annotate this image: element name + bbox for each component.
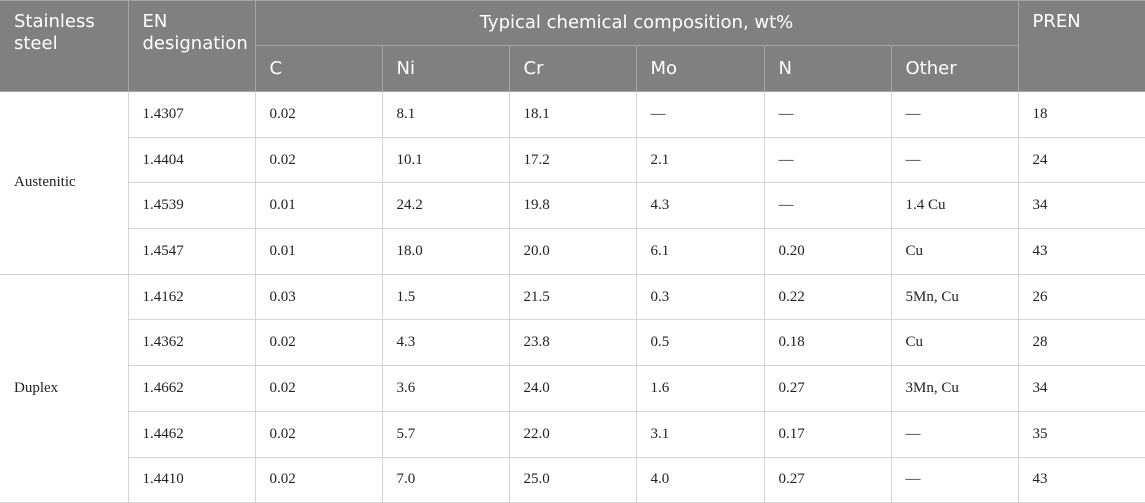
table-cell: 43 bbox=[1017, 456, 1145, 503]
table-cell: 0.3 bbox=[635, 273, 765, 321]
header-cell: EN designation bbox=[127, 0, 256, 92]
table-cell: 0.02 bbox=[254, 91, 383, 138]
table-cell: 35 bbox=[1017, 410, 1145, 458]
table-cell: 28 bbox=[1017, 319, 1145, 367]
header-cell: PREN bbox=[1017, 0, 1145, 92]
table-cell: 0.27 bbox=[763, 456, 892, 503]
header-cell: Ni bbox=[381, 45, 510, 92]
table-cell: 0.27 bbox=[763, 365, 892, 412]
table-row: 1.4362 0.02 4.3 23.8 0.5 0.18 Cu 28 bbox=[0, 319, 1145, 367]
table-row: 1.4410 0.02 7.0 25.0 4.0 0.27—43 bbox=[0, 456, 1145, 503]
table-cell: 22.0 bbox=[508, 410, 637, 458]
table-cell: 1.4362 bbox=[128, 319, 256, 367]
header-cell: C bbox=[255, 45, 383, 92]
table-cell: — bbox=[890, 456, 1019, 503]
table-cell: 3.1 bbox=[635, 410, 765, 458]
table-cell: 0.18 bbox=[763, 319, 892, 367]
table-cell: 2.1 bbox=[635, 136, 765, 184]
table-cell: 0.02 bbox=[254, 319, 383, 367]
table-cell: 0.02 bbox=[254, 365, 383, 412]
table-cell: 7.0 bbox=[381, 456, 510, 503]
table-cell: 1.4547 bbox=[128, 228, 256, 275]
table-cell: 0.02 bbox=[254, 410, 383, 458]
table-cell: 1.4 Cu bbox=[890, 182, 1019, 230]
table-cell: 0.01 bbox=[254, 228, 383, 275]
table-row: Austenitic 1.4307 0.02 8.1 18.1— — —18 bbox=[0, 91, 1145, 275]
table-cell: 26 bbox=[1017, 273, 1145, 321]
group-cell: Duplex bbox=[0, 273, 129, 503]
table-cell: 1.4410 bbox=[128, 456, 256, 503]
header-cell: Mo bbox=[635, 45, 765, 92]
header-cell: Stainless steel bbox=[0, 0, 129, 92]
table-cell: 25.0 bbox=[508, 456, 637, 503]
table-cell: Cu bbox=[890, 228, 1019, 275]
table-cell: 18.0 bbox=[381, 228, 510, 275]
table-row: 1.4404 0.02 10.1 17.2 2.1— —24 bbox=[0, 136, 1145, 184]
table-cell: 4.0 bbox=[635, 456, 765, 503]
table-row: 1.4539 0.01 24.2 19.8 4.3—1.4 Cu 34 bbox=[0, 182, 1145, 230]
table-cell: 1.4462 bbox=[128, 410, 256, 458]
table-cell: 24.2 bbox=[381, 182, 510, 230]
table-cell: 1.6 bbox=[635, 365, 765, 412]
table-cell: 24.0 bbox=[508, 365, 637, 412]
header-cell: Other bbox=[890, 45, 1018, 92]
table-cell: — bbox=[890, 410, 1019, 458]
table-cell: 17.2 bbox=[508, 136, 637, 184]
table-cell: — bbox=[763, 182, 892, 230]
table-cell: 0.03 bbox=[254, 273, 383, 321]
table-cell: 0.22 bbox=[763, 273, 892, 321]
table-cell: 0.02 bbox=[254, 136, 383, 184]
table-cell: — bbox=[890, 91, 1019, 138]
table-cell: 18.1 bbox=[508, 91, 637, 138]
table-cell: 1.4307 bbox=[127, 91, 256, 138]
group-cell: Austenitic bbox=[0, 91, 129, 275]
table-cell: 1.4162 bbox=[127, 273, 256, 321]
table-row: 1.4462 0.02 5.7 22.0 3.1 0.17—35 bbox=[0, 410, 1145, 458]
table-row: 1.4547 0.01 18.0 20.0 6.1 0.20 Cu 43 bbox=[0, 228, 1145, 275]
table-cell: 43 bbox=[1017, 228, 1145, 275]
table-cell: 3.6 bbox=[381, 365, 510, 412]
table-cell: 1.4662 bbox=[128, 365, 256, 412]
table-cell: 34 bbox=[1017, 365, 1145, 412]
table-row: 1.4662 0.02 3.6 24.0 1.6 0.27 3Mn, Cu 34 bbox=[0, 365, 1145, 412]
table-cell: 6.1 bbox=[635, 228, 765, 275]
table-cell: 1.5 bbox=[381, 273, 510, 321]
table-cell: 1.4404 bbox=[128, 136, 256, 184]
header-cell: Typical chemical composition, wt% bbox=[254, 0, 1019, 46]
header-cell: N bbox=[763, 45, 892, 92]
table-cell: 0.02 bbox=[254, 456, 383, 503]
table-cell: 0.17 bbox=[763, 410, 892, 458]
table-cell: 18 bbox=[1017, 91, 1145, 138]
table-cell: 24 bbox=[1017, 136, 1145, 184]
table-cell: 4.3 bbox=[635, 182, 765, 230]
table-cell: — bbox=[763, 136, 892, 184]
table-cell: Cu bbox=[890, 319, 1019, 367]
table-cell: 4.3 bbox=[381, 319, 510, 367]
table-cell: 1.4539 bbox=[128, 182, 256, 230]
table-cell: 8.1 bbox=[381, 91, 510, 138]
table-cell: 23.8 bbox=[508, 319, 637, 367]
table-cell: — bbox=[890, 136, 1019, 184]
table-cell: 5Mn, Cu bbox=[890, 273, 1019, 321]
table-cell: 5.7 bbox=[381, 410, 510, 458]
table-row: Duplex 1.4162 0.03 1.5 21.5 0.3 0.22 5Mn, Cu 26 bbox=[0, 273, 1145, 503]
table-cell: 3Mn, Cu bbox=[890, 365, 1019, 412]
table-cell: — bbox=[635, 91, 765, 138]
table-cell: 0.20 bbox=[763, 228, 892, 275]
header-cell: Cr bbox=[508, 45, 637, 92]
table-cell: 20.0 bbox=[508, 228, 637, 275]
table-cell: 34 bbox=[1017, 182, 1145, 230]
table-cell: 21.5 bbox=[508, 273, 637, 321]
table-cell: 0.5 bbox=[635, 319, 765, 367]
table-cell: 10.1 bbox=[381, 136, 510, 184]
table-cell: 0.01 bbox=[254, 182, 383, 230]
table-cell: — bbox=[763, 91, 892, 138]
table-cell: 19.8 bbox=[508, 182, 637, 230]
